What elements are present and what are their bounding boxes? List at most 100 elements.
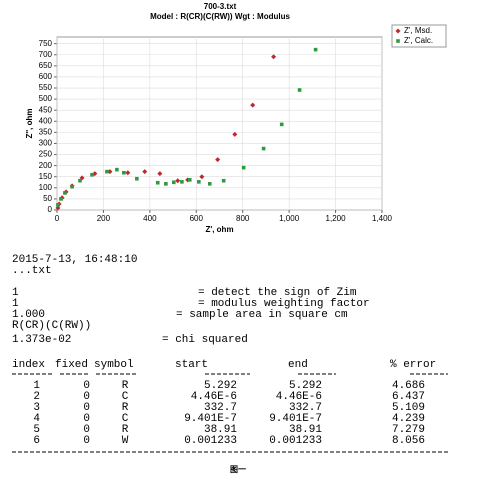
table-cell: 9.401E-7 — [184, 413, 237, 425]
table-cell: 2 — [33, 391, 40, 403]
table-cell: 6.437 — [392, 391, 425, 403]
x-tick-label: 1,400 — [372, 214, 393, 223]
y-tick-label: 300 — [39, 139, 53, 148]
x-tick-label: 1,000 — [279, 214, 300, 223]
point — [232, 131, 238, 137]
table-cell: 6 — [33, 435, 40, 447]
legend-label: Z', Calc. — [404, 36, 433, 45]
x-axis-label: Z', ohm — [205, 225, 233, 234]
table-cell: 4.686 — [392, 380, 425, 392]
table-cell: W — [122, 435, 129, 447]
y-tick-label: 0 — [48, 205, 53, 214]
point — [250, 102, 256, 108]
point — [157, 171, 163, 177]
y-tick-label: 200 — [39, 161, 53, 170]
caption: 图一 — [230, 465, 246, 474]
legend-marker — [396, 39, 400, 43]
table-cell: 5.292 — [289, 380, 322, 392]
y-tick-label: 450 — [39, 105, 53, 114]
param-value: 1 — [12, 298, 19, 310]
column-header: % error — [390, 359, 436, 371]
point — [221, 178, 226, 183]
point — [56, 203, 60, 207]
point — [207, 182, 212, 186]
table-cell: 0 — [83, 413, 90, 425]
point — [63, 191, 67, 195]
point — [78, 178, 82, 183]
table-cell: R — [122, 402, 129, 414]
point — [180, 180, 184, 184]
legend-label: Z', Msd. — [404, 26, 432, 35]
model: R(CR)(C(RW)) — [12, 320, 91, 332]
point — [171, 180, 176, 185]
x-tick-label: 0 — [55, 214, 60, 223]
y-tick-label: 700 — [39, 50, 53, 59]
timestamp: 2015-7-13, 16:48:10 — [12, 254, 137, 266]
column-header: symbol — [94, 359, 134, 371]
point — [55, 205, 61, 211]
y-tick-label: 600 — [39, 72, 53, 81]
table-cell: 0.001233 — [184, 435, 237, 447]
table-cell: 5.292 — [204, 380, 237, 392]
x-tick-label: 600 — [190, 214, 204, 223]
point — [59, 197, 63, 201]
point — [125, 170, 131, 176]
chi-description: = chi squared — [162, 334, 248, 346]
legend-box — [391, 24, 447, 48]
y-tick-label: 500 — [39, 94, 53, 103]
x-tick-label: 200 — [97, 214, 111, 223]
param-description: = sample area in square cm — [176, 309, 348, 321]
table-cell: 4 — [33, 413, 40, 425]
column-header: fixed — [55, 359, 88, 371]
chart-subtitle: Model : R(CR)(C(RW)) Wgt : Modulus — [150, 12, 290, 21]
point — [115, 167, 119, 172]
x-tick-label: 1,200 — [326, 214, 347, 223]
point — [90, 172, 94, 177]
point — [105, 169, 109, 174]
table-cell: 332.7 — [204, 402, 237, 414]
point — [155, 180, 160, 185]
table-cell: 0 — [83, 380, 90, 392]
point — [197, 180, 201, 184]
table-cell: 0 — [83, 424, 90, 436]
table-cell: C — [122, 413, 129, 425]
point — [241, 165, 246, 170]
y-tick-label: 750 — [39, 39, 53, 48]
table-cell: 0 — [83, 402, 90, 414]
y-tick-label: 350 — [39, 127, 53, 136]
point — [313, 47, 318, 52]
y-tick-label: 400 — [39, 116, 53, 125]
point — [175, 178, 181, 184]
point — [122, 170, 126, 175]
table-cell: R — [122, 424, 129, 436]
table-cell: 38.91 — [289, 424, 322, 436]
point — [279, 122, 284, 127]
table-cell: 5.109 — [392, 402, 425, 414]
y-axis-label: Z'', ohm — [25, 108, 34, 138]
point — [297, 88, 302, 92]
param-value: 1 — [12, 287, 19, 299]
table-cell: 38.91 — [204, 424, 237, 436]
point — [199, 174, 205, 180]
table-cell: 0.001233 — [269, 435, 322, 447]
column-header: start — [175, 359, 208, 371]
table-cell: 1 — [33, 380, 40, 392]
point — [70, 184, 74, 189]
point — [142, 169, 148, 175]
y-tick-label: 550 — [39, 83, 53, 92]
point — [135, 176, 139, 181]
column-header: index — [12, 359, 45, 371]
point — [271, 54, 277, 60]
point — [215, 157, 221, 163]
table-cell: 4.46E-6 — [191, 391, 237, 403]
y-tick-label: 150 — [39, 172, 53, 181]
param-description: = modulus weighting factor — [198, 298, 370, 310]
param-value: 1.000 — [12, 309, 45, 321]
column-header: end — [288, 359, 308, 371]
chart-title: 700-3.txt — [204, 2, 237, 11]
y-tick-label: 650 — [39, 61, 53, 70]
table-cell: 0 — [83, 391, 90, 403]
table-cell: 8.056 — [392, 435, 425, 447]
table-cell: 5 — [33, 424, 40, 436]
